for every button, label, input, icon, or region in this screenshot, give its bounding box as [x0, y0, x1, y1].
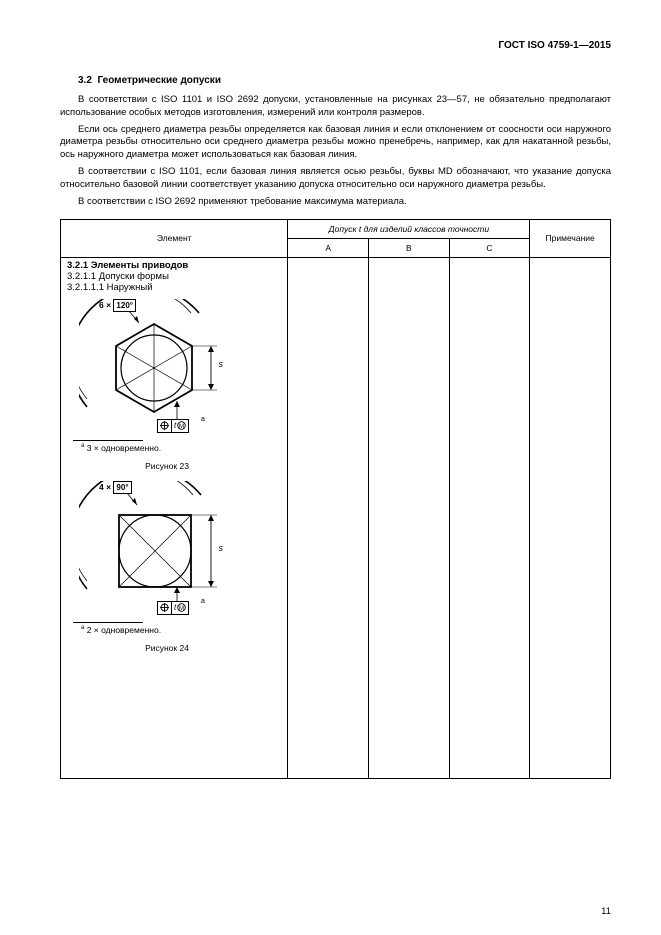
fig24-gdt-sup: a [201, 598, 205, 605]
fig24-footnote: a 2 × одновременно. [67, 625, 281, 635]
th-element: Элемент [61, 219, 288, 257]
mmc-icon: M [177, 603, 186, 612]
position-icon [158, 602, 172, 614]
fig23-gdt-t: t [174, 420, 176, 432]
section-number: 3.2 [78, 75, 92, 86]
hexagon-svg [79, 299, 249, 434]
fig23-angle-count: 6 [99, 300, 104, 310]
th-note: Примечание [530, 219, 611, 257]
tolerance-table: Элемент Допуск t для изделий классов точ… [60, 219, 611, 779]
mmc-icon: M [177, 421, 186, 430]
row-heading-1: 3.2.1 Элементы приводов [67, 260, 281, 271]
paragraph-1: В соответствии с ISO 1101 и ISO 2692 доп… [60, 94, 611, 120]
paragraph-4: В соответствии с ISO 2692 применяют треб… [60, 196, 611, 209]
section-title: 3.2 Геометрические допуски [60, 75, 611, 86]
fig24-gdt-t: t [174, 602, 176, 614]
cell-note [530, 257, 611, 778]
svg-text:M: M [179, 606, 184, 612]
square-svg [79, 481, 249, 616]
th-class-c: C [449, 238, 530, 257]
fig24-dim-s: s [219, 543, 224, 553]
table-row: Элемент Допуск t для изделий классов точ… [61, 219, 611, 238]
th-tolerance-group: Допуск t для изделий классов точности [288, 219, 530, 238]
section-name: Геометрические допуски [97, 75, 221, 86]
figure-23-diagram: 6 × 120° [79, 299, 281, 434]
table-row: 3.2.1 Элементы приводов 3.2.1.1 Допуски … [61, 257, 611, 778]
fig24-foot-text: 2 × одновременно. [84, 625, 161, 635]
fig24-caption: Рисунок 24 [67, 643, 257, 653]
doc-id: ГОСТ ISO 4759-1—2015 [60, 40, 611, 51]
position-icon [158, 420, 172, 432]
figure-24-diagram: 4 × 90° [79, 481, 281, 616]
paragraph-3: В соответствии с ISO 1101, если базовая … [60, 166, 611, 192]
fig23-angle-box: 120° [113, 299, 136, 312]
th-class-b: B [369, 238, 450, 257]
fig23-dim-s: s [219, 359, 224, 369]
fig23-foot-text: 3 × одновременно. [84, 443, 161, 453]
footnote-rule [73, 440, 143, 441]
fig23-gdt-frame: tM [157, 419, 189, 433]
page-number: 11 [601, 906, 611, 917]
th-class-a: A [288, 238, 369, 257]
fig23-caption: Рисунок 23 [67, 461, 257, 471]
cell-class-a [288, 257, 369, 778]
cell-class-c [449, 257, 530, 778]
row-heading-2: 3.2.1.1 Допуски формы [67, 271, 281, 282]
svg-text:M: M [179, 424, 184, 430]
fig23-gdt-sup: a [201, 416, 205, 423]
th-tol-text: Допуск t для изделий классов точности [329, 224, 489, 234]
fig23-footnote: a 3 × одновременно. [67, 443, 281, 453]
cell-class-b [369, 257, 450, 778]
fig24-angle-box: 90° [113, 481, 131, 494]
fig24-gdt-frame: tM [157, 601, 189, 615]
row-heading-3: 3.2.1.1.1 Наружный [67, 282, 281, 293]
paragraph-2: Если ось среднего диаметра резьбы опреде… [60, 124, 611, 162]
footnote-rule [73, 622, 143, 623]
fig24-angle-count: 4 [99, 482, 104, 492]
